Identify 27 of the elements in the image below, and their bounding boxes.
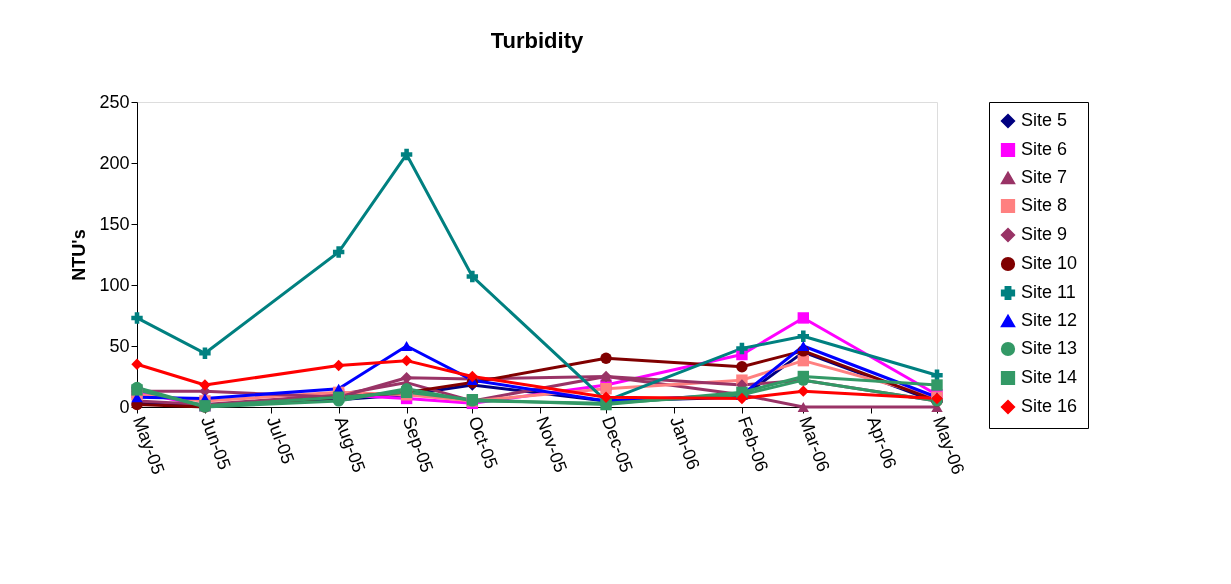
x-tick-label: Oct-05 [464,413,502,472]
x-tick-label: Sep-05 [398,413,438,476]
x-tick-label: Apr-06 [863,413,901,472]
y-tick-label: 50 [109,335,130,356]
legend-label: Site 7 [1021,167,1068,187]
y-tick-label: 200 [99,152,130,173]
x-tick-label: Jun-05 [196,413,235,473]
y-tick-label: 150 [99,213,130,234]
y-tick-label: 250 [99,91,130,112]
legend-label: Site 10 [1021,253,1078,273]
legend-label: Site 16 [1021,396,1078,416]
x-tick-label: Mar-06 [795,413,834,475]
legend-label: Site 11 [1021,282,1076,302]
x-tick-label: Jul-05 [262,413,299,467]
y-tick-label: 0 [119,396,130,417]
y-axis-title: NTU's [69,229,90,281]
legend-label: Site 5 [1021,110,1068,130]
legend-label: Site 12 [1021,310,1078,330]
x-tick-label: Jan-06 [666,413,704,473]
y-tick-label: 100 [99,274,130,295]
x-tick-label: Feb-06 [733,413,773,475]
legend-label: Site 13 [1021,338,1078,358]
chart-title: Turbidity [490,28,584,53]
legend-label: Site 14 [1021,367,1078,387]
legend-label: Site 9 [1021,224,1068,244]
legend-label: Site 6 [1021,139,1068,159]
legend-label: Site 8 [1021,195,1068,215]
